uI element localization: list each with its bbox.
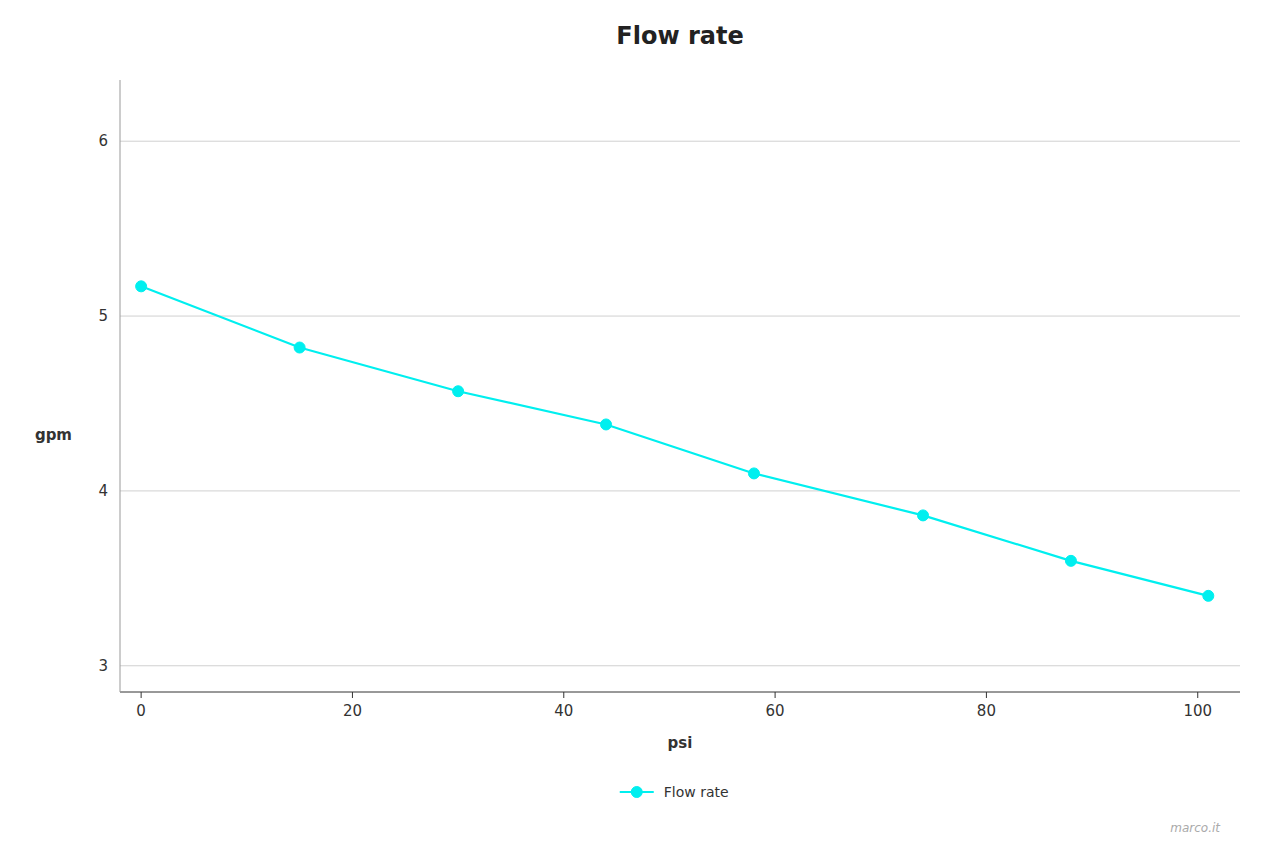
series-line [141,286,1208,596]
series-point [748,468,759,479]
series-point [294,342,305,353]
series-point [1065,555,1076,566]
background [0,0,1280,852]
series-point [1203,590,1214,601]
x-tick-label: 20 [343,702,362,720]
x-tick [352,692,353,698]
y-axis-label: gpm [35,426,72,444]
series-point [453,386,464,397]
y-tick-label: 6 [98,132,108,150]
plot-data [136,281,1214,601]
series-point [136,281,147,292]
grid-line [120,490,1240,491]
legend: Flow rate [620,784,729,800]
legend-marker [631,787,642,798]
series-point [601,419,612,430]
watermark: marco.it [1170,821,1221,835]
x-axis-label: psi [668,734,693,752]
y-grid [120,141,1240,666]
x-axis-line [120,692,1240,693]
legend-label: Flow rate [664,784,729,800]
y-tick-label: 5 [98,307,108,325]
x-tick-label: 100 [1183,702,1212,720]
x-tick [986,692,987,698]
grid-line [120,316,1240,317]
x-tick-label: 0 [136,702,146,720]
x-tick-label: 40 [554,702,573,720]
x-tick [563,692,564,698]
y-tick-label: 3 [98,657,108,675]
series-point [918,510,929,521]
y-axis-line [120,80,121,692]
grid-line [120,665,1240,666]
x-tick [775,692,776,698]
x-tick [1197,692,1198,698]
x-tick-label: 60 [766,702,785,720]
grid-line [120,141,1240,142]
title: Flow rate [616,22,743,50]
chart: Flow rate3456020406080100psigpmFlow rate… [0,0,1280,852]
x-tick [141,692,142,698]
x-tick-label: 80 [977,702,996,720]
y-tick-label: 4 [98,482,108,500]
